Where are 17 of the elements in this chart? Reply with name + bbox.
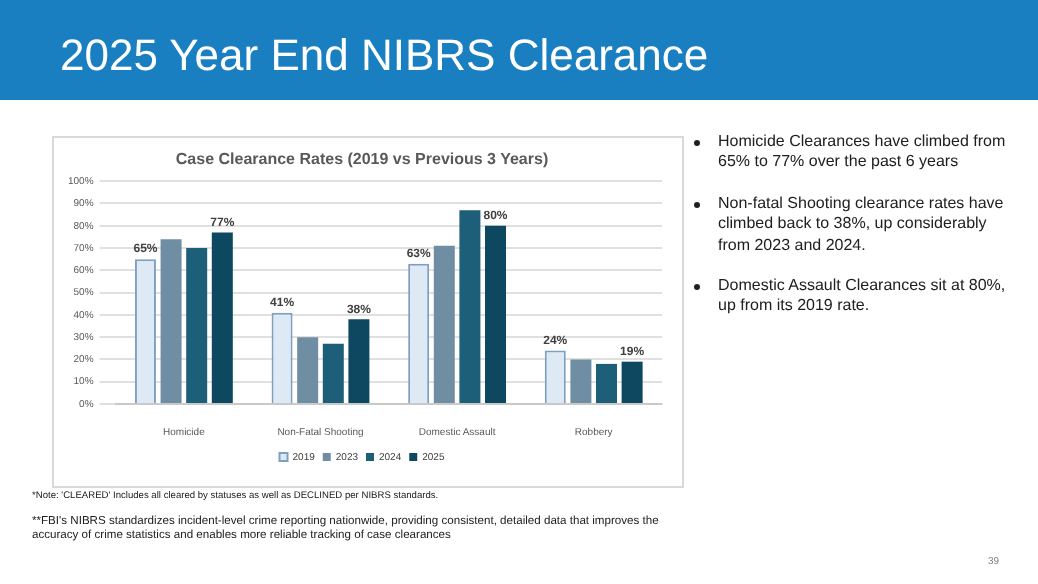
bar	[186, 248, 208, 403]
chart-title: Case Clearance Rates (2019 vs Previous 3 Years)	[175, 150, 549, 169]
bar	[459, 210, 481, 403]
text: Non-fatal Shooting clearance rates have climbed back to 38%, up considerably from 2023 and 2024.	[718, 193, 1006, 256]
bar	[621, 361, 643, 403]
bar	[485, 225, 507, 403]
bar	[570, 359, 592, 403]
bar	[297, 337, 319, 403]
bar	[596, 363, 618, 403]
bar	[322, 343, 344, 403]
bar	[211, 232, 233, 403]
text: Domestic Assault Clearances sit at 80%, up from its 2019 rate.	[718, 275, 1008, 318]
bar	[160, 239, 182, 403]
bar	[348, 319, 370, 403]
bar	[433, 245, 455, 403]
chart-subtitle: 2025 Year End NIBRS Clearance	[60, 30, 709, 82]
text: Homicide Clearances have climbed from 65% to 77% over the past 6 years	[718, 132, 1008, 174]
